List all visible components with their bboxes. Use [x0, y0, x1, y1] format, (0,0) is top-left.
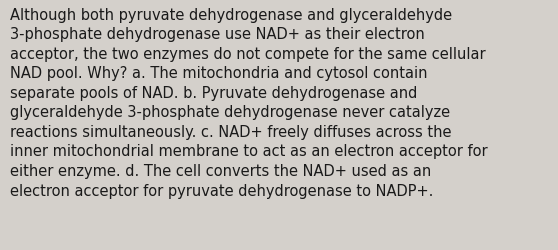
Text: Although both pyruvate dehydrogenase and glyceraldehyde
3-phosphate dehydrogenas: Although both pyruvate dehydrogenase and…	[10, 8, 488, 198]
